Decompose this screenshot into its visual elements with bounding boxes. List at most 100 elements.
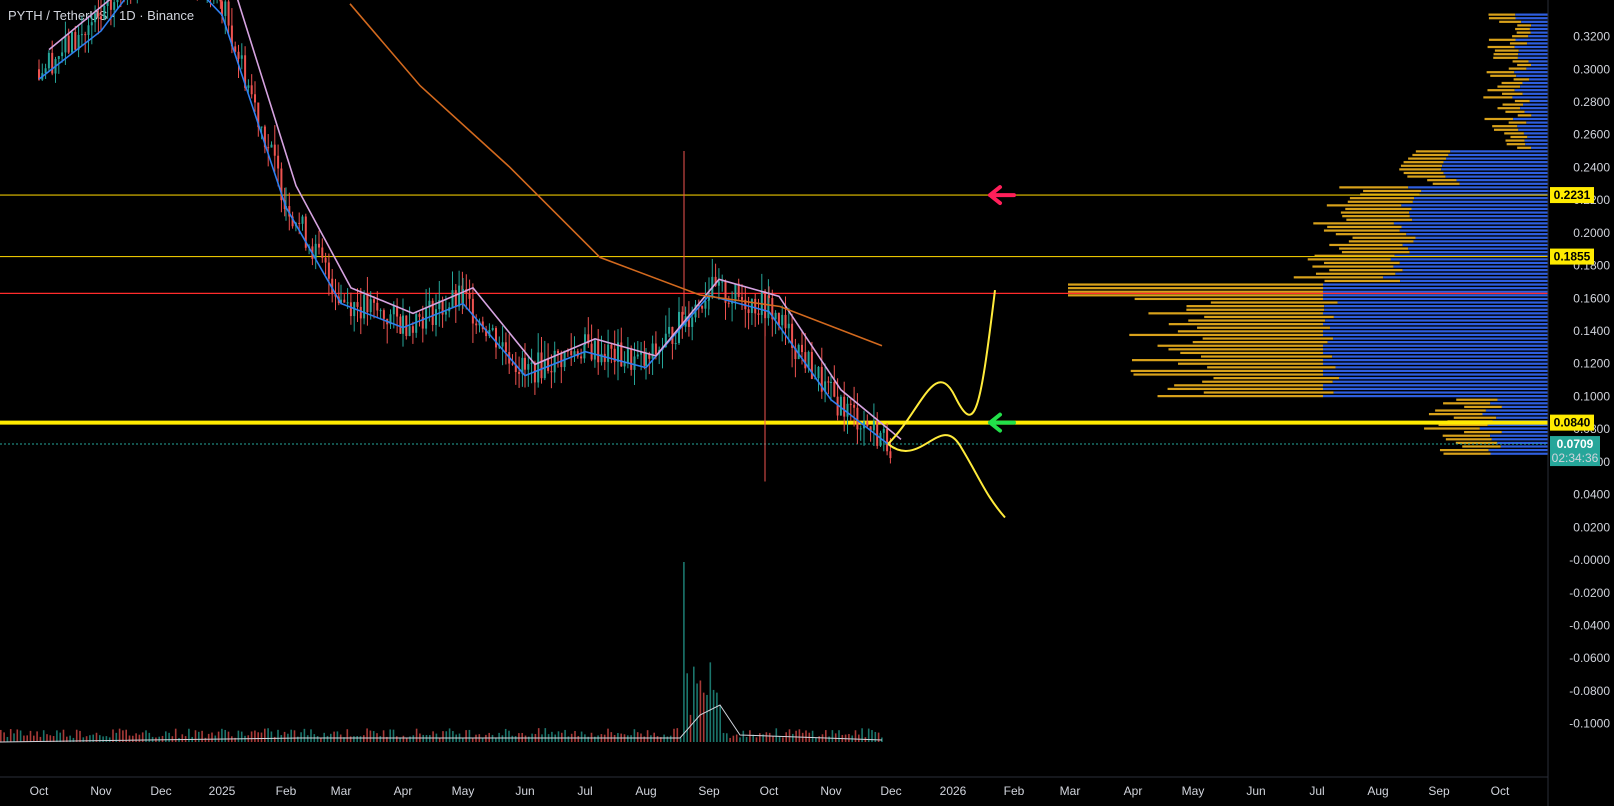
profile-bar-blue [1402, 269, 1548, 272]
profile-bar [1412, 153, 1449, 157]
volume-bar [438, 737, 441, 742]
time-tick-label: Jul [1309, 784, 1324, 798]
candle-body [767, 295, 770, 319]
candle-body [724, 281, 727, 303]
profile-bar [1462, 445, 1501, 448]
candle-body [273, 144, 276, 156]
candle-body [623, 362, 626, 367]
candle-body [438, 300, 441, 310]
volume-bar [782, 737, 784, 742]
volume-bar [42, 730, 45, 742]
candle-body [247, 85, 250, 88]
profile-bar [1517, 146, 1532, 149]
candle-body [356, 302, 359, 307]
candle-body [801, 344, 803, 353]
candle-body [797, 344, 800, 360]
candle-body [843, 396, 846, 417]
candle-body [691, 317, 694, 327]
volume-bar [577, 735, 580, 742]
profile-bar-blue [1323, 369, 1548, 373]
candle-body [784, 314, 787, 329]
profile-bar [1341, 251, 1410, 254]
price-tick-label: -0.0600 [1569, 651, 1610, 665]
profile-bar [1347, 200, 1413, 203]
profile-bar [1293, 276, 1384, 279]
profile-bar [1202, 337, 1334, 340]
candle-body [331, 278, 334, 295]
profile-bar [1326, 204, 1402, 207]
profile-bar [1432, 182, 1460, 185]
candle-body [836, 396, 839, 416]
volume-bar [828, 736, 830, 742]
profile-bar [1445, 438, 1492, 441]
candle-body [754, 298, 757, 314]
time-tick-label: Feb [276, 784, 297, 798]
volume-bar [501, 735, 504, 742]
volume-bar [650, 735, 652, 742]
candle-body [415, 314, 418, 333]
profile-bar-blue [1456, 179, 1548, 182]
profile-bar-blue [1491, 438, 1548, 441]
volume-bar [508, 730, 510, 742]
volume-bar [174, 728, 177, 742]
profile-bar [1403, 171, 1444, 175]
profile-bar [1178, 362, 1323, 365]
volume-bar [521, 732, 523, 742]
profile-bar-blue [1517, 125, 1548, 128]
volume-bar [240, 731, 243, 742]
volume-bar [848, 734, 850, 742]
candle-body [804, 352, 807, 369]
candle-body [44, 68, 47, 74]
profile-bar-blue [1393, 265, 1548, 268]
profile-bar [1400, 164, 1443, 167]
volume-bar [254, 730, 256, 742]
candle-body [90, 22, 93, 26]
price-tick-label: -0.0400 [1569, 618, 1610, 632]
candle-body [47, 52, 50, 69]
profile-bar [1349, 197, 1415, 200]
time-tick-label: Jun [1246, 784, 1265, 798]
volume-bar [333, 731, 335, 742]
candle-body [514, 364, 517, 373]
profile-bar-blue [1337, 301, 1548, 304]
volume-bar [630, 735, 632, 742]
candle-body [113, 2, 116, 10]
volume-bar [211, 732, 213, 742]
profile-bar [1502, 92, 1523, 95]
candle-body [701, 305, 704, 309]
profile-bar [1505, 139, 1525, 142]
volume-bar [481, 737, 484, 742]
volume-profile [1068, 13, 1548, 455]
profile-bar [1200, 355, 1333, 358]
price-tick-label: 0.1000 [1573, 389, 1610, 403]
volume-bar [343, 737, 345, 742]
profile-bar [1510, 135, 1528, 139]
profile-bar-blue [1413, 240, 1548, 243]
candle-body [298, 222, 301, 224]
volume-bar [689, 714, 692, 742]
volume-bar [504, 728, 507, 742]
candle-body [757, 313, 760, 315]
profile-bar [1174, 384, 1323, 387]
profile-bar-blue [1414, 197, 1548, 200]
volume-bar [564, 729, 566, 742]
profile-bar-blue [1520, 85, 1548, 88]
profile-bar-blue [1524, 139, 1548, 142]
volume-bar [62, 729, 65, 742]
profile-bar [1497, 107, 1521, 110]
candle-body [777, 312, 780, 326]
volume-bar [148, 732, 151, 742]
candle-body [607, 344, 610, 362]
profile-bar-blue [1401, 204, 1548, 207]
profile-bar-blue [1523, 132, 1548, 135]
candle-body [547, 358, 550, 371]
profile-bar [1484, 117, 1514, 121]
profile-bar-blue [1323, 387, 1548, 391]
time-tick-label: Oct [1491, 784, 1510, 798]
candle-body [38, 69, 40, 80]
candle-body [750, 298, 753, 313]
volume-bar [122, 730, 124, 742]
profile-bar [1129, 333, 1323, 337]
candle-body [630, 348, 633, 370]
